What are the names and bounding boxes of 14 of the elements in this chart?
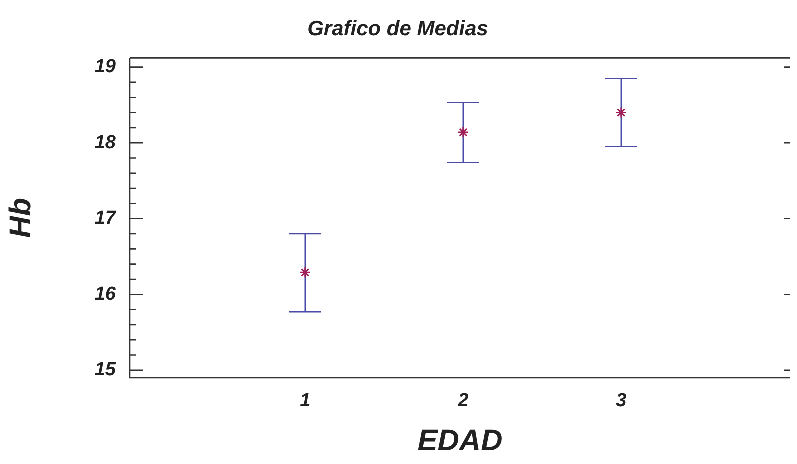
x-tick-label: 1	[300, 390, 311, 412]
y-axis-title: Hb	[4, 198, 38, 238]
x-tick-label: 2	[457, 390, 470, 412]
x-axis-title: EDAD	[418, 424, 503, 458]
y-tick-label: 16	[94, 284, 116, 305]
y-tick-label: 17	[94, 208, 118, 230]
y-tick-label: 19	[94, 56, 116, 78]
y-tick-label: 15	[94, 360, 116, 381]
y-tick-label: 18	[94, 132, 116, 154]
x-tick-label: 3	[616, 390, 628, 412]
point	[458, 126, 470, 138]
chart-title: Grafico de Medias	[308, 17, 488, 40]
point	[300, 266, 312, 278]
point	[616, 107, 628, 119]
